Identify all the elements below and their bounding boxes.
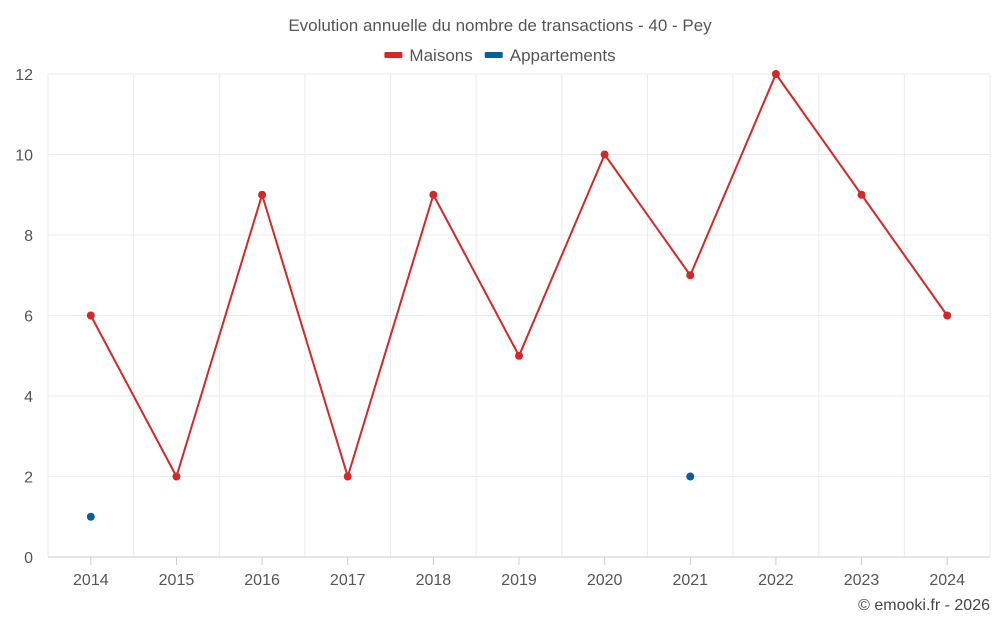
legend-swatch xyxy=(484,52,503,58)
chart-title: Evolution annuelle du nombre de transact… xyxy=(288,16,712,35)
data-point-maisons-2016[interactable] xyxy=(258,190,267,199)
data-point-appartements-2014[interactable] xyxy=(86,512,95,521)
data-point-maisons-2019[interactable] xyxy=(515,351,523,360)
data-point-maisons-2022[interactable] xyxy=(771,70,780,78)
data-point-maisons-2020[interactable] xyxy=(600,150,609,159)
x-tick-label: 2021 xyxy=(672,572,708,589)
x-tick-label: 2015 xyxy=(159,572,195,589)
legend-swatch xyxy=(384,52,403,58)
data-point-maisons-2014[interactable] xyxy=(86,311,95,320)
legend-item-appartements[interactable]: Appartements xyxy=(484,46,616,65)
y-tick-label: 0 xyxy=(24,550,33,567)
data-point-maisons-2024[interactable] xyxy=(943,311,952,320)
data-point-maisons-2023[interactable] xyxy=(857,190,866,199)
x-tick-label: 2016 xyxy=(244,572,280,589)
x-axis-ticks: 2014 2015 2016 2017 2018 2019 2020 2021 2022 2023… xyxy=(73,557,965,589)
data-point-maisons-2017[interactable] xyxy=(343,472,352,481)
y-tick-label: 10 xyxy=(15,148,33,165)
y-tick-label: 8 xyxy=(24,228,33,245)
credit-text: © emooki.fr - 2026 xyxy=(858,597,990,614)
data-point-appartements-2021[interactable] xyxy=(686,472,695,481)
legend-label: Appartements xyxy=(510,46,616,65)
x-tick-label: 2017 xyxy=(330,572,366,589)
y-tick-label: 2 xyxy=(24,470,33,487)
grid-lines xyxy=(47,73,991,557)
x-tick-label: 2020 xyxy=(587,572,623,589)
y-tick-label: 4 xyxy=(24,389,33,406)
x-tick-label: 2023 xyxy=(844,572,880,589)
data-point-maisons-2018[interactable] xyxy=(429,190,438,199)
series-layer xyxy=(86,70,952,521)
legend-item-maisons[interactable]: Maisons xyxy=(384,46,473,65)
chart-legend: Maisons Appartements xyxy=(384,46,616,65)
y-tick-label: 12 xyxy=(15,67,33,84)
y-tick-label: 6 xyxy=(24,309,33,326)
y-axis-ticks: 0 2 4 6 8 10 12 xyxy=(15,67,33,567)
data-point-maisons-2015[interactable] xyxy=(172,472,181,481)
data-point-maisons-2021[interactable] xyxy=(686,271,695,280)
legend-label: Maisons xyxy=(409,46,472,65)
x-tick-label: 2022 xyxy=(758,572,794,589)
x-tick-label: 2018 xyxy=(416,572,452,589)
x-tick-label: 2024 xyxy=(929,572,965,589)
x-tick-label: 2014 xyxy=(73,572,109,589)
x-tick-label: 2019 xyxy=(501,572,537,589)
